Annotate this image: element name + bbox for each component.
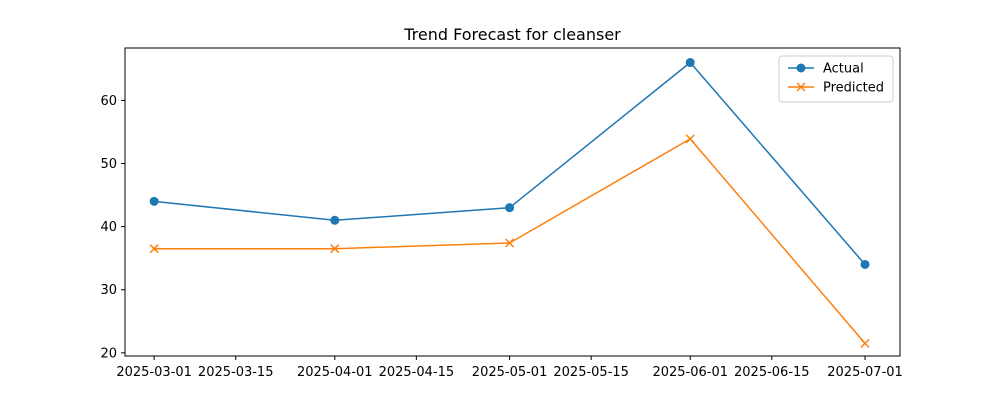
x-axis: 2025-03-01 2025-03-15 2025-04-01 2025-04-15… bbox=[116, 356, 903, 380]
x-tick-label: 2025-05-01 bbox=[472, 365, 548, 380]
x-tick-label: 2025-06-01 bbox=[652, 365, 728, 380]
y-tick-label: 40 bbox=[100, 220, 117, 235]
legend-label: Predicted bbox=[823, 81, 884, 96]
x-tick-label: 2025-03-01 bbox=[116, 365, 192, 380]
data-point-actual bbox=[149, 196, 159, 206]
series-predicted bbox=[149, 134, 870, 348]
series-line-actual bbox=[154, 61, 866, 265]
x-tick-label: 2025-03-15 bbox=[198, 365, 274, 380]
y-tick-label: 20 bbox=[100, 346, 117, 361]
data-point-actual bbox=[505, 203, 515, 213]
data-point-predicted bbox=[505, 238, 515, 248]
x-tick-label: 2025-07-01 bbox=[827, 365, 903, 380]
data-point-predicted bbox=[685, 134, 695, 144]
data-point-actual bbox=[860, 259, 870, 269]
plot-area bbox=[124, 47, 901, 357]
legend-marker bbox=[796, 63, 806, 73]
x-tick-label: 2025-04-15 bbox=[379, 365, 455, 380]
plot-frame bbox=[124, 47, 901, 357]
y-tick-label: 60 bbox=[100, 94, 117, 109]
data-point-predicted bbox=[149, 244, 159, 254]
legend-label: Actual bbox=[823, 62, 864, 77]
data-point-predicted bbox=[330, 244, 340, 254]
x-tick-label: 2025-06-15 bbox=[734, 365, 810, 380]
series-actual bbox=[149, 58, 870, 269]
y-tick-label: 50 bbox=[100, 157, 117, 172]
y-axis: 20 30 40 50 60 bbox=[100, 94, 125, 361]
series-line-predicted bbox=[154, 138, 866, 344]
data-point-actual bbox=[685, 58, 695, 68]
chart-title: Trend Forecast for cleanser bbox=[403, 25, 621, 44]
data-point-predicted bbox=[860, 338, 870, 348]
legend-item-actual: Actual bbox=[788, 62, 864, 77]
x-tick-label: 2025-04-01 bbox=[297, 365, 373, 380]
legend-marker bbox=[796, 82, 806, 92]
legend: Actual Predicted bbox=[778, 55, 894, 103]
legend-item-predicted: Predicted bbox=[788, 81, 884, 96]
x-tick-label: 2025-05-15 bbox=[553, 365, 629, 380]
series-layer bbox=[149, 58, 870, 348]
data-point-actual bbox=[330, 215, 340, 225]
y-tick-label: 30 bbox=[100, 283, 117, 298]
